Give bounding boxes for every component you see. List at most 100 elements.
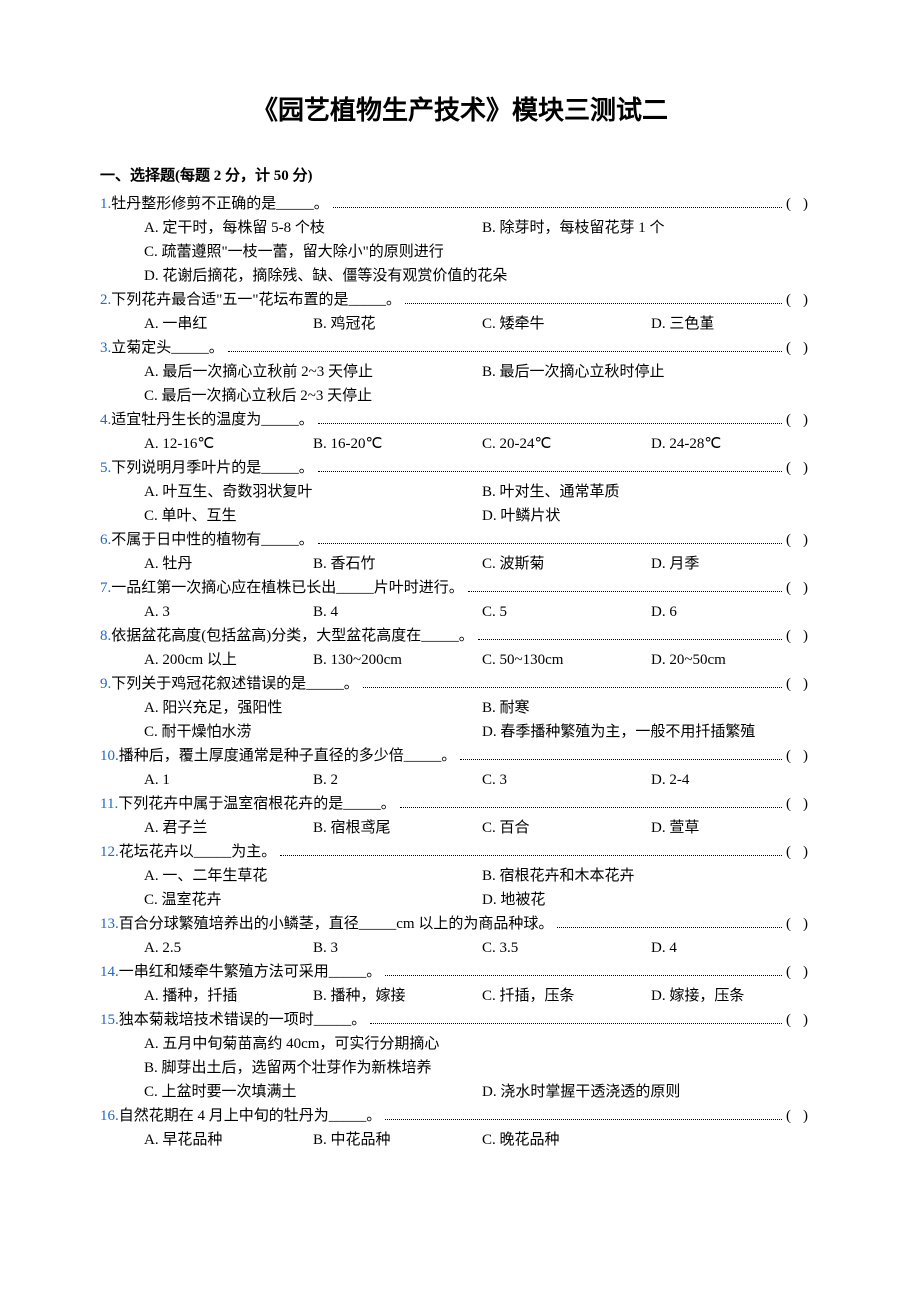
answer-paren: ()	[786, 456, 820, 480]
option: D. 24-28℃	[651, 432, 820, 456]
question-number: 10.	[100, 744, 119, 768]
question-text: 不属于日中性的植物有_____。	[111, 528, 314, 552]
question-number: 8.	[100, 624, 111, 648]
question-number: 6.	[100, 528, 111, 552]
question-text: 依据盆花高度(包括盆高)分类，大型盆花高度在_____。	[111, 624, 474, 648]
question-block: 16.自然花期在 4 月上中旬的牡丹为_____。()A. 早花品种B. 中花品…	[100, 1104, 820, 1152]
question-line: 3.立菊定头_____。()	[100, 336, 820, 360]
question-line: 7.一品红第一次摘心应在植株已长出_____片叶时进行。()	[100, 576, 820, 600]
option: C. 疏蕾遵照"一枝一蕾，留大除小"的原则进行	[144, 240, 820, 264]
option: B. 2	[313, 768, 482, 792]
question-block: 3.立菊定头_____。()A. 最后一次摘心立秋前 2~3 天停止B. 最后一…	[100, 336, 820, 408]
option: C. 波斯菊	[482, 552, 651, 576]
options: A. 君子兰B. 宿根鸢尾C. 百合D. 萱草	[100, 816, 820, 840]
options: A. 3B. 4C. 5D. 6	[100, 600, 820, 624]
question-text: 下列花卉中属于温室宿根花卉的是_____。	[118, 792, 396, 816]
option: A. 播种，扦插	[144, 984, 313, 1008]
option: A. 早花品种	[144, 1128, 313, 1152]
answer-paren: ()	[786, 1104, 820, 1128]
options: A. 1B. 2C. 3D. 2-4	[100, 768, 820, 792]
question-text: 立菊定头_____。	[111, 336, 224, 360]
option: A. 牡丹	[144, 552, 313, 576]
dot-leader	[318, 412, 782, 424]
option: A. 君子兰	[144, 816, 313, 840]
option: D. 2-4	[651, 768, 820, 792]
option: B. 除芽时，每枝留花芽 1 个	[482, 216, 820, 240]
option: C. 3.5	[482, 936, 651, 960]
answer-paren: ()	[786, 840, 820, 864]
dot-leader	[228, 340, 782, 352]
question-text: 自然花期在 4 月上中旬的牡丹为_____。	[119, 1104, 382, 1128]
dot-leader	[370, 1012, 782, 1024]
question-number: 12.	[100, 840, 119, 864]
option: D. 月季	[651, 552, 820, 576]
question-block: 1.牡丹整形修剪不正确的是_____。()A. 定干时，每株留 5-8 个枝B.…	[100, 192, 820, 288]
answer-paren: ()	[786, 960, 820, 984]
option: A. 五月中旬菊苗高约 40cm，可实行分期摘心	[144, 1032, 820, 1056]
question-text: 独本菊栽培技术错误的一项时_____。	[119, 1008, 367, 1032]
option: D. 6	[651, 600, 820, 624]
question-text: 下列花卉最合适"五一"花坛布置的是_____。	[111, 288, 401, 312]
question-text: 一串红和矮牵牛繁殖方法可采用_____。	[119, 960, 382, 984]
option: A. 叶互生、奇数羽状复叶	[144, 480, 482, 504]
question-text: 下列关于鸡冠花叙述错误的是_____。	[111, 672, 359, 696]
answer-paren: ()	[786, 912, 820, 936]
options: A. 牡丹B. 香石竹C. 波斯菊D. 月季	[100, 552, 820, 576]
answer-paren: ()	[786, 576, 820, 600]
answer-paren: ()	[786, 192, 820, 216]
options: A. 12-16℃B. 16-20℃C. 20-24℃D. 24-28℃	[100, 432, 820, 456]
option: B. 中花品种	[313, 1128, 482, 1152]
question-line: 11.下列花卉中属于温室宿根花卉的是_____。()	[100, 792, 820, 816]
option: A. 1	[144, 768, 313, 792]
option: D. 花谢后摘花，摘除残、缺、僵等没有观赏价值的花朵	[144, 264, 820, 288]
question-block: 4.适宜牡丹生长的温度为_____。()A. 12-16℃B. 16-20℃C.…	[100, 408, 820, 456]
question-text: 百合分球繁殖培养出的小鳞茎，直径_____cm 以上的为商品种球。	[119, 912, 554, 936]
dot-leader	[385, 964, 782, 976]
dot-leader	[478, 628, 782, 640]
option: C. 耐干燥怕水涝	[144, 720, 482, 744]
option: B. 脚芽出土后，选留两个壮芽作为新株培养	[144, 1056, 820, 1080]
question-line: 13.百合分球繁殖培养出的小鳞茎，直径_____cm 以上的为商品种球。()	[100, 912, 820, 936]
question-line: 12.花坛花卉以_____为主。()	[100, 840, 820, 864]
question-number: 9.	[100, 672, 111, 696]
option: C. 百合	[482, 816, 651, 840]
option: D. 萱草	[651, 816, 820, 840]
option: A. 2.5	[144, 936, 313, 960]
option: D. 叶鳞片状	[482, 504, 820, 528]
option: C. 矮牵牛	[482, 312, 651, 336]
question-block: 7.一品红第一次摘心应在植株已长出_____片叶时进行。()A. 3B. 4C.…	[100, 576, 820, 624]
dot-leader	[468, 580, 782, 592]
question-number: 1.	[100, 192, 111, 216]
answer-paren: ()	[786, 336, 820, 360]
question-line: 15.独本菊栽培技术错误的一项时_____。()	[100, 1008, 820, 1032]
question-line: 6.不属于日中性的植物有_____。 ()	[100, 528, 820, 552]
option: C. 5	[482, 600, 651, 624]
option: A. 3	[144, 600, 313, 624]
option: B. 鸡冠花	[313, 312, 482, 336]
option: C. 3	[482, 768, 651, 792]
answer-paren: ()	[786, 744, 820, 768]
option: B. 130~200cm	[313, 648, 482, 672]
question-text: 牡丹整形修剪不正确的是_____。	[111, 192, 329, 216]
option: D. 4	[651, 936, 820, 960]
question-text: 下列说明月季叶片的是_____。	[111, 456, 314, 480]
option: C. 扦插，压条	[482, 984, 651, 1008]
option: D. 嫁接，压条	[651, 984, 820, 1008]
question-line: 1.牡丹整形修剪不正确的是_____。 ()	[100, 192, 820, 216]
answer-paren: ()	[786, 528, 820, 552]
question-text: 播种后，覆土厚度通常是种子直径的多少倍_____。	[119, 744, 457, 768]
question-number: 14.	[100, 960, 119, 984]
question-block: 5.下列说明月季叶片的是_____。()A. 叶互生、奇数羽状复叶B. 叶对生、…	[100, 456, 820, 528]
question-number: 11.	[100, 792, 118, 816]
option: B. 宿根鸢尾	[313, 816, 482, 840]
option: C. 温室花卉	[144, 888, 482, 912]
options: A. 播种，扦插B. 播种，嫁接C. 扦插，压条D. 嫁接，压条	[100, 984, 820, 1008]
dot-leader	[405, 292, 782, 304]
option: B. 叶对生、通常革质	[482, 480, 820, 504]
option: D. 地被花	[482, 888, 820, 912]
option: D. 三色堇	[651, 312, 820, 336]
option: C. 最后一次摘心立秋后 2~3 天停止	[144, 384, 820, 408]
question-number: 15.	[100, 1008, 119, 1032]
answer-paren: ()	[786, 408, 820, 432]
option: A. 一、二年生草花	[144, 864, 482, 888]
